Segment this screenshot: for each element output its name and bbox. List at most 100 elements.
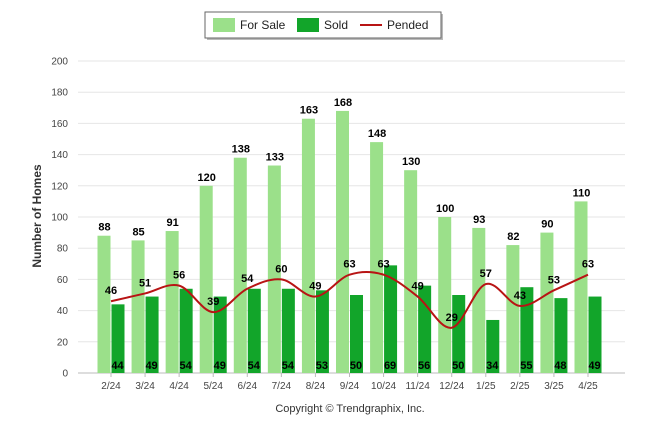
bar-for-sale <box>438 217 452 373</box>
bar-for-sale <box>199 185 213 373</box>
y-tick-label: 0 <box>62 369 68 380</box>
legend-swatch-for-sale <box>213 18 235 32</box>
label-sold: 55 <box>520 360 532 372</box>
bar-sold <box>111 304 125 373</box>
legend-box <box>204 11 442 39</box>
bar-for-sale <box>131 240 145 373</box>
label-pended: 43 <box>514 290 526 302</box>
label-pended: 39 <box>207 296 219 308</box>
label-pended: 49 <box>309 281 321 293</box>
label-pended: 51 <box>139 277 151 289</box>
bar-sold <box>452 295 466 373</box>
x-tick-label: 4/24 <box>169 381 189 392</box>
bar-for-sale <box>370 142 384 373</box>
copyright-text: Copyright © Trendgraphix, Inc. <box>275 403 424 415</box>
bar-for-sale <box>506 245 520 373</box>
label-pended: 29 <box>446 312 458 324</box>
x-tick-label: 3/24 <box>135 381 155 392</box>
label-sold: 50 <box>350 360 362 372</box>
label-for-sale: 163 <box>300 105 318 117</box>
label-pended: 63 <box>377 259 389 271</box>
label-sold: 49 <box>145 360 157 372</box>
y-tick-label: 40 <box>57 306 69 317</box>
label-for-sale: 85 <box>132 226 144 238</box>
y-tick-label: 200 <box>51 57 68 68</box>
label-for-sale: 90 <box>541 219 553 231</box>
x-tick-label: 7/24 <box>272 381 292 392</box>
x-tick-label: 10/24 <box>371 381 396 392</box>
pended-line <box>110 270 589 329</box>
bar-for-sale <box>540 232 554 373</box>
label-sold: 44 <box>111 360 124 372</box>
bar-sold <box>350 295 363 373</box>
legend-label-sold: Sold <box>324 18 348 32</box>
label-pended: 56 <box>173 270 185 282</box>
bar-sold <box>145 296 159 373</box>
label-sold: 54 <box>248 360 261 372</box>
x-tick-label: 2/25 <box>510 381 530 392</box>
y-tick-label: 180 <box>51 88 68 99</box>
x-tick-label: 9/24 <box>340 381 360 392</box>
label-pended: 57 <box>480 268 492 280</box>
legend: For Sale Sold Pended <box>204 11 443 40</box>
label-for-sale: 130 <box>402 156 420 168</box>
bar-sold <box>554 298 568 373</box>
label-sold: 48 <box>554 360 566 372</box>
label-for-sale: 93 <box>473 214 485 226</box>
x-tick-label: 6/24 <box>238 381 258 392</box>
bar-for-sale <box>97 235 111 373</box>
x-tick-label: 4/25 <box>578 381 598 392</box>
label-for-sale: 133 <box>266 152 284 164</box>
label-for-sale: 100 <box>436 203 454 215</box>
y-tick-label: 140 <box>51 150 68 161</box>
y-axis-ticks: 0 20 40 60 80 100 120 140 160 180 200 <box>51 57 68 380</box>
bars <box>97 110 602 374</box>
bar-sold <box>179 288 193 373</box>
label-for-sale: 82 <box>507 231 519 243</box>
label-for-sale: 91 <box>167 217 179 229</box>
label-sold: 50 <box>452 360 464 372</box>
bar-sold <box>384 265 398 373</box>
label-pended: 63 <box>582 259 594 271</box>
pended-series-line <box>110 270 589 329</box>
bar-sold <box>247 288 261 373</box>
x-axis-ticks: 2/24 3/24 4/24 5/24 6/24 7/24 8/24 9/24 10/24 11/… <box>101 373 598 392</box>
bar-for-sale <box>472 227 486 373</box>
bar-sold <box>315 290 329 373</box>
label-sold: 54 <box>282 360 295 372</box>
x-tick-label: 8/24 <box>306 381 326 392</box>
label-for-sale: 110 <box>573 187 591 199</box>
label-sold: 56 <box>418 360 430 372</box>
bar-sold <box>486 319 500 373</box>
label-for-sale: 168 <box>334 97 352 109</box>
label-pended: 63 <box>343 259 355 271</box>
bar-sold <box>281 288 295 373</box>
x-tick-label: 1/25 <box>476 381 496 392</box>
x-tick-label: 3/25 <box>544 381 564 392</box>
bar-sold <box>520 287 534 373</box>
legend-label-for-sale: For Sale <box>240 18 286 32</box>
y-tick-label: 20 <box>57 337 69 348</box>
label-sold: 49 <box>214 360 226 372</box>
label-for-sale: 88 <box>98 222 110 234</box>
y-tick-label: 120 <box>51 181 68 192</box>
x-tick-label: 2/24 <box>101 381 121 392</box>
bar-for-sale <box>233 157 247 373</box>
x-tick-label: 5/24 <box>203 381 223 392</box>
y-tick-label: 160 <box>51 119 68 130</box>
legend-label-pended: Pended <box>387 18 428 32</box>
bar-for-sale <box>574 201 588 373</box>
bar-for-sale <box>165 231 179 373</box>
label-sold: 34 <box>486 360 499 372</box>
label-pended: 54 <box>241 273 254 285</box>
label-for-sale: 138 <box>232 144 250 156</box>
label-sold: 69 <box>384 360 396 372</box>
x-tick-label: 11/24 <box>405 381 430 392</box>
y-tick-label: 100 <box>51 213 68 224</box>
label-for-sale: 148 <box>368 128 386 140</box>
label-sold: 54 <box>180 360 193 372</box>
label-pended: 49 <box>412 281 424 293</box>
legend-swatch-sold <box>297 18 319 32</box>
data-labels: 88 44 85 49 91 54 120 49 138 54 133 54 163 53 168 50 148… <box>98 97 600 372</box>
